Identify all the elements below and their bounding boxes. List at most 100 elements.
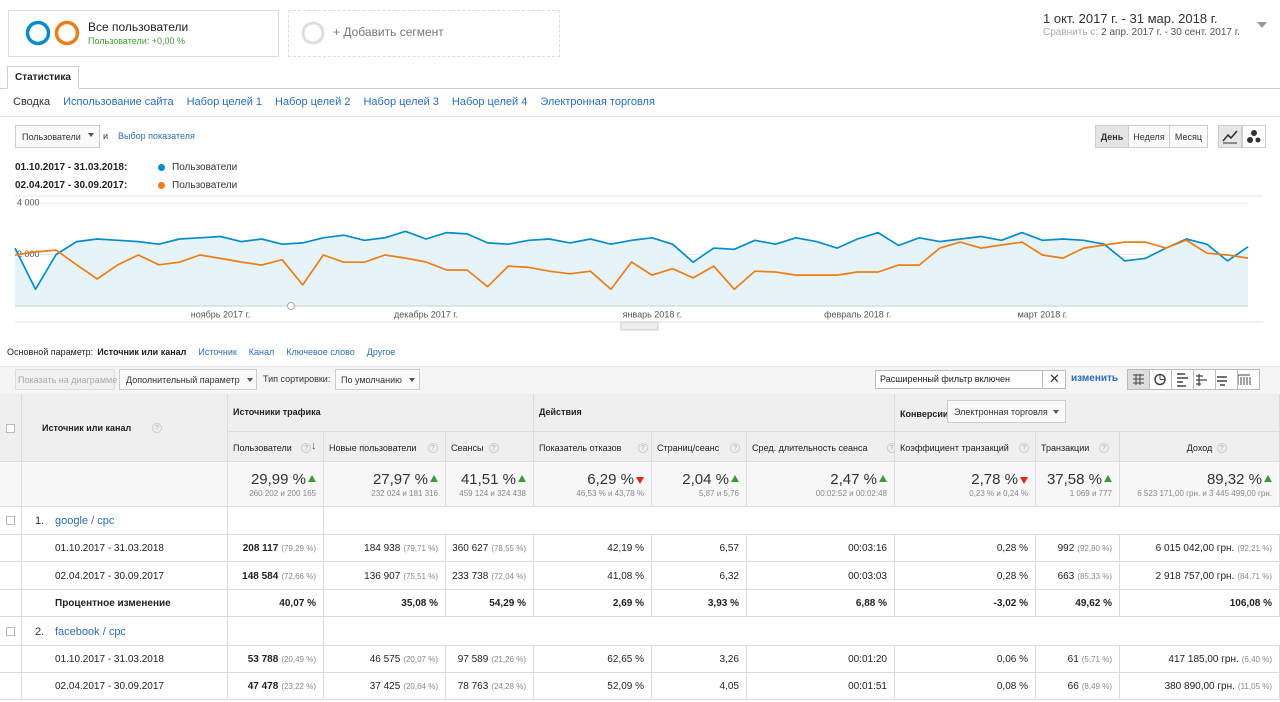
column-label[interactable]: Новые пользователи bbox=[329, 443, 417, 453]
cell-value: 00:01:20 bbox=[848, 653, 887, 665]
checkbox[interactable] bbox=[6, 626, 15, 636]
secondary-dimension[interactable]: Дополнительный параметр bbox=[119, 369, 257, 390]
cell-content: 47 478 (23,22 %) bbox=[248, 681, 316, 692]
column-label[interactable]: Пользователи bbox=[233, 443, 292, 453]
subnav-link[interactable]: Использование сайта bbox=[63, 96, 174, 108]
tab[interactable]: Статистика bbox=[7, 66, 79, 89]
cell-content: -3,02 % bbox=[994, 598, 1028, 609]
column-label[interactable]: Доход bbox=[1186, 443, 1213, 453]
dimension-option[interactable]: Канал bbox=[248, 347, 275, 357]
date-range[interactable]: 1 окт. 2017 г. - 31 мар. 2018 г. bbox=[1043, 11, 1218, 26]
totals-cell: 89,32 % 6 523 171,00 грн. и 3 445 499,00 … bbox=[1120, 462, 1280, 507]
cell-value: 00:01:51 bbox=[848, 681, 887, 692]
date-dropdown-arrow[interactable] bbox=[1256, 20, 1268, 30]
column-label[interactable]: Сеансы bbox=[451, 443, 484, 453]
row-source[interactable]: google / cpc bbox=[55, 515, 115, 527]
row-label: 02.04.2017 - 30.09.2017 bbox=[55, 570, 164, 582]
x-tick-label: декабрь 2017 г. bbox=[394, 309, 458, 319]
help-icon: ? bbox=[1099, 443, 1109, 453]
data-cell: 663 (85,33 %) bbox=[1036, 562, 1120, 590]
group-row-fill bbox=[324, 617, 1280, 646]
cell-share: (92,21 %) bbox=[1237, 544, 1272, 553]
compare-dates: 2 апр. 2017 г. - 30 сент. 2017 г. bbox=[1101, 27, 1240, 38]
subnav-link[interactable]: Набор целей 3 bbox=[363, 96, 439, 108]
column-label[interactable]: Страниц/сеанс bbox=[657, 443, 720, 453]
row-label: Процентное изменение bbox=[55, 598, 171, 609]
dimension-option[interactable]: Другое bbox=[366, 347, 396, 357]
total-sub: 00:02:52 и 00:02:48 bbox=[815, 489, 887, 498]
subnav-link[interactable]: Электронная торговля bbox=[540, 96, 655, 108]
granularity-button[interactable]: Месяц bbox=[1169, 125, 1208, 148]
sort-label: Тип сортировки: bbox=[263, 374, 331, 384]
checkbox[interactable] bbox=[6, 424, 15, 433]
add-segment-box[interactable] bbox=[288, 10, 560, 57]
row-checkbox-cell bbox=[0, 645, 22, 673]
filter-input[interactable]: Расширенный фильтр включен bbox=[875, 370, 1066, 389]
cell-share: (92,80 %) bbox=[1077, 544, 1112, 553]
row-label: 02.04.2017 - 30.09.2017 bbox=[55, 681, 164, 692]
choose-metric[interactable]: Выбор показателя bbox=[118, 131, 195, 141]
data-cell: 37 425 (20,64 %) bbox=[324, 673, 446, 700]
metric-arrow bbox=[88, 133, 94, 137]
filter-edit[interactable]: изменить bbox=[1071, 373, 1119, 384]
data-cell: 52,09 % bbox=[534, 673, 652, 700]
collapse-tab bbox=[620, 321, 659, 331]
checkbox[interactable] bbox=[6, 516, 15, 525]
cell-value: 360 627 bbox=[452, 543, 489, 554]
cell-value: 233 738 bbox=[452, 570, 489, 582]
help-icon: ? bbox=[1019, 443, 1030, 453]
data-cell: 233 738 (72,04 %) bbox=[446, 562, 534, 590]
total-arrow bbox=[430, 475, 438, 482]
cell-value: 54,29 % bbox=[489, 598, 526, 609]
filter-clear[interactable]: ✕ bbox=[1042, 370, 1066, 389]
subnav-link[interactable]: Набор целей 4 bbox=[451, 96, 528, 108]
group-selector[interactable]: Электронная торговля bbox=[947, 400, 1066, 423]
data-cell: 66 (8,49 %) bbox=[1036, 673, 1120, 700]
cell-value: 37 425 bbox=[369, 681, 401, 692]
dimension-option[interactable]: Ключевое слово bbox=[286, 347, 355, 357]
total-arrow bbox=[308, 475, 316, 482]
cell-share: (78,55 %) bbox=[491, 544, 526, 553]
total-main: 2,47 % bbox=[830, 471, 877, 488]
column-label[interactable]: Коэффициент транзакций bbox=[900, 443, 1009, 453]
cell-value: 6,88 % bbox=[855, 598, 887, 609]
data-cell: 40,07 % bbox=[228, 590, 324, 617]
data-cell: 61 (5,71 %) bbox=[1036, 645, 1120, 673]
cell-value: 992 bbox=[1057, 543, 1075, 554]
data-cell: 2,69 % bbox=[534, 590, 652, 617]
granularity-button[interactable]: Неделя bbox=[1128, 125, 1170, 148]
cell-content: 233 738 (72,04 %) bbox=[452, 571, 526, 582]
cell-value: 00:03:03 bbox=[848, 570, 887, 582]
add-segment[interactable]: + Добавить сегмент bbox=[333, 25, 444, 39]
segment-box[interactable] bbox=[8, 10, 279, 57]
subnav-link[interactable]: Набор целей 1 bbox=[186, 96, 263, 108]
row-source[interactable]: facebook / cpc bbox=[55, 625, 126, 638]
chart: 2 000 4 000 ноябрь 2017 г. декабрь 2017 г. я… bbox=[14, 195, 1263, 331]
data-cell: 136 907 (75,51 %) bbox=[324, 562, 446, 590]
granularity-button[interactable]: День bbox=[1095, 125, 1129, 148]
dimension-option[interactable]: Источник bbox=[198, 347, 237, 357]
data-cell: 35,08 % bbox=[324, 590, 446, 617]
sort-arrow-icon: ↓ bbox=[311, 440, 317, 452]
dimension-row: Основной параметр: Источник или канал Исто… bbox=[7, 347, 395, 357]
show-on-chart[interactable]: Показать на диаграмме bbox=[15, 369, 117, 390]
data-cell: 42,19 % bbox=[534, 535, 652, 562]
cell-value: 0,28 % bbox=[996, 570, 1028, 582]
view-icons[interactable] bbox=[1127, 369, 1261, 391]
column-label[interactable]: Показатель отказов bbox=[539, 443, 622, 453]
line bbox=[14, 230, 1249, 291]
subnav-link[interactable]: Набор целей 2 bbox=[275, 96, 351, 108]
column-label[interactable]: Транзакции bbox=[1041, 443, 1090, 453]
first-header: Источник или канал? bbox=[22, 394, 228, 462]
cell-content: 106,08 % bbox=[1230, 598, 1272, 609]
column-label[interactable]: Сред. длительность сеанса bbox=[752, 443, 868, 453]
subnav-link[interactable]: Сводка bbox=[13, 96, 51, 108]
chart-type-icons[interactable] bbox=[1218, 125, 1266, 149]
cell-content: 184 938 (79,71 %) bbox=[364, 543, 438, 554]
sort-select[interactable]: По умолчанию bbox=[335, 369, 420, 390]
cell-content: 0,06 % bbox=[997, 654, 1028, 665]
metric-select[interactable]: Пользователи bbox=[15, 125, 100, 148]
cell-content: 54,29 % bbox=[489, 598, 526, 609]
cell-share: (72,04 %) bbox=[491, 571, 526, 581]
cell-content: 6,57 bbox=[720, 543, 739, 554]
